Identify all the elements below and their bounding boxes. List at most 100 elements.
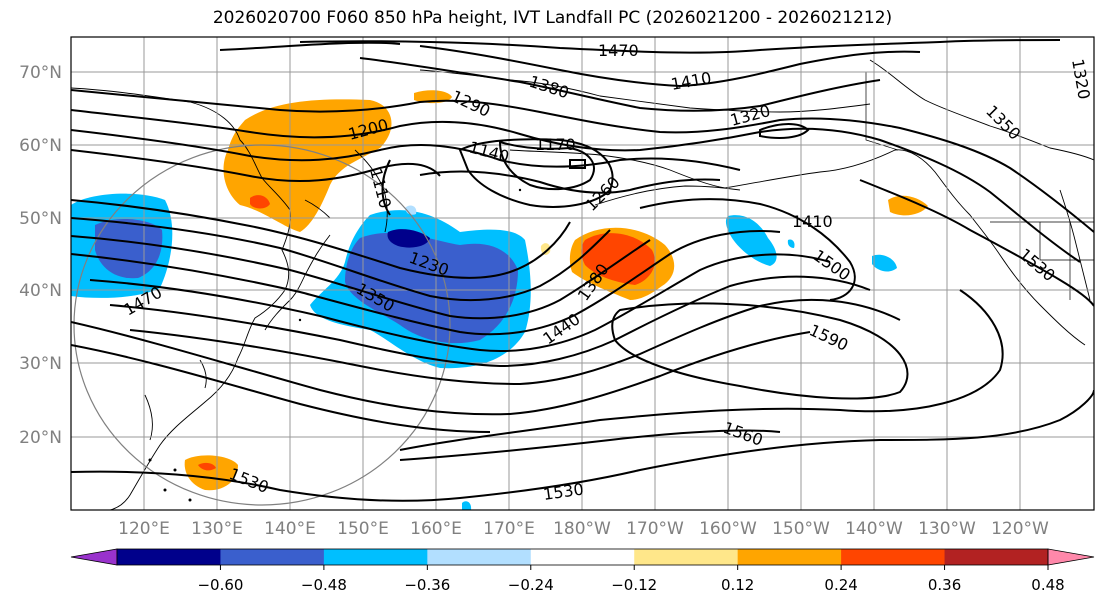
shade-red-sw [198, 462, 216, 471]
contour-1500 [639, 198, 856, 301]
lon-label: 120°W [991, 519, 1049, 539]
gridlines [71, 37, 1094, 510]
island-3 [188, 498, 192, 502]
colorbar-outline [116, 548, 1049, 566]
contour-1440-north [219, 41, 401, 51]
colorbar-tick-label: −0.24 [508, 576, 554, 594]
contour-1530-ne [859, 179, 1094, 307]
coast-taiwan [199, 359, 207, 389]
contour-1200 [71, 149, 441, 183]
lon-label: 180°W [553, 519, 611, 539]
lon-label: 160°W [699, 519, 757, 539]
contour-label: 1470 [598, 41, 639, 60]
contour-1320-mid [71, 229, 781, 336]
shade-paleblue-small [405, 205, 417, 215]
contour-1110 [381, 159, 391, 216]
shade-yellow-spot [540, 243, 551, 255]
coastlines [71, 59, 1094, 510]
colorbar-tick-label: 0.12 [721, 576, 754, 594]
lon-label: 140°W [845, 519, 903, 539]
lat-label: 40°N [19, 281, 62, 301]
contour-1470-north [299, 39, 1061, 54]
colorbar-tick-label: 0.48 [1031, 576, 1064, 594]
lon-label: 160°E [410, 519, 462, 539]
coast-philippines [144, 394, 153, 441]
lon-label: 150°W [772, 519, 830, 539]
contour-1140 [458, 138, 614, 208]
island-5 [298, 318, 302, 322]
coast-aleutians [594, 185, 741, 206]
colorbar-segment [944, 549, 1049, 565]
colorbar-segment [323, 549, 428, 565]
lon-label: 170°E [483, 519, 535, 539]
map-border [70, 36, 1095, 511]
lon-label: 150°E [337, 519, 389, 539]
colorbar-tick-label: −0.12 [611, 576, 657, 594]
coast-alaska [509, 149, 1086, 346]
colorbar-tick-label: 0.36 [928, 576, 961, 594]
island-4 [148, 458, 152, 462]
shade-red-central [581, 233, 655, 285]
lat-label: 60°N [19, 136, 62, 156]
border-alaska-canada [865, 72, 899, 151]
colorbar-extend-low [70, 548, 118, 566]
contour-1560-south [399, 429, 781, 461]
shade-lightblue-gulf [725, 215, 777, 266]
map-title: 2026020700 F060 850 hPa height, IVT Land… [212, 8, 893, 28]
contour-label: 1170 [535, 135, 576, 154]
radius-circle [73, 144, 451, 506]
shade-lightblue-tiny [787, 239, 795, 248]
lon-label: 130°W [918, 519, 976, 539]
colorbar-segment [117, 549, 221, 565]
lat-axis: 70°N 60°N 50°N 40°N 30°N 20°N [19, 63, 62, 448]
island-1 [173, 468, 177, 472]
coast-asia-east [71, 87, 291, 510]
colorbar-tick-label: −0.48 [301, 576, 347, 594]
lon-label: 170°W [626, 519, 684, 539]
contour-1260 [419, 170, 721, 194]
lon-label: 140°E [264, 519, 316, 539]
lon-label: 120°E [118, 519, 170, 539]
colorbar-segment [427, 549, 532, 565]
shade-lightblue-ne [872, 254, 897, 272]
colorbar-tick-label: −0.36 [404, 576, 450, 594]
shade-orange-bc [888, 195, 928, 216]
colorbar-extend-high [1047, 548, 1095, 566]
coast-kurils [304, 199, 331, 219]
shade-red-spot-kamchatka [250, 195, 270, 209]
coast-canada-arctic [869, 59, 1094, 161]
contour-1290-mid [71, 235, 651, 320]
contour-arctic-low [759, 123, 810, 139]
coast-north-america-west [1059, 189, 1091, 301]
contour-1470-mid [71, 344, 491, 433]
lat-label: 20°N [19, 428, 62, 448]
colorbar-tick-label: 0.24 [824, 576, 857, 594]
colorbar-segment [737, 549, 842, 565]
shade-lightblue-south [462, 501, 472, 510]
colorbar-segment [634, 549, 739, 565]
islands [148, 188, 522, 502]
contour-1590 [611, 302, 909, 400]
contour-1230 [71, 199, 571, 279]
contour-low-box [569, 159, 586, 169]
lat-label: 70°N [19, 63, 62, 83]
contour-1320-north [71, 109, 1081, 263]
contour-1260-mid [71, 217, 611, 302]
colorbar-segment [841, 549, 946, 565]
colorbar-segment [530, 549, 635, 565]
contour-1410-north [419, 45, 921, 88]
lat-label: 30°N [19, 354, 62, 374]
coast-kamchatka [354, 149, 388, 233]
island-6 [518, 188, 522, 192]
contour-1560 [399, 289, 1004, 451]
shade-darkblue-central [387, 229, 430, 248]
height-contours [71, 39, 1094, 502]
contour-1380-north [359, 57, 881, 112]
contour-label: 1410 [792, 212, 833, 231]
lon-label: 130°E [191, 519, 243, 539]
island-2 [163, 488, 167, 492]
contour-1380-mid [109, 275, 871, 368]
contour-1440-mid [71, 321, 811, 416]
lon-axis: 120°E 130°E 140°E 150°E 160°E 170°E 180°… [118, 519, 1049, 539]
